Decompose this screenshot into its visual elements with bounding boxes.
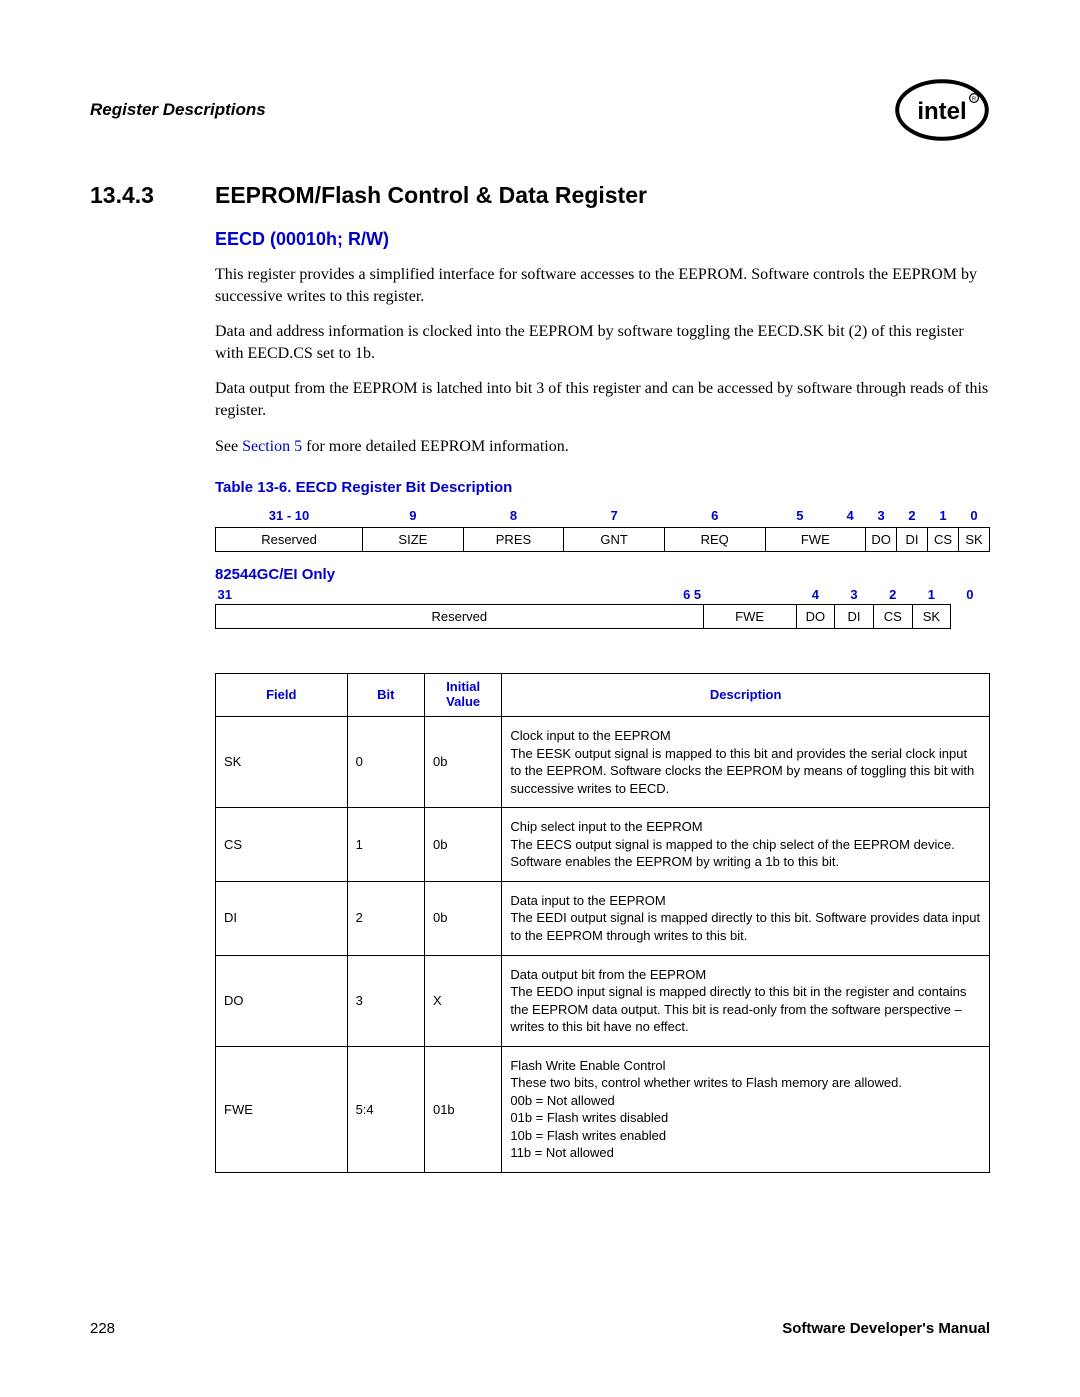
table-row: FWE 5:4 01b Flash Write Enable Control T… <box>216 1046 990 1172</box>
bit-header: 1 <box>912 585 951 605</box>
bit-cell: GNT <box>564 528 665 552</box>
bit-header: 4 <box>835 504 866 528</box>
description-cell: Flash Write Enable Control These two bit… <box>502 1046 990 1172</box>
initial-value-cell: 0b <box>424 717 501 808</box>
field-cell: SK <box>216 717 348 808</box>
bit-cell: 3 <box>347 955 424 1046</box>
table-row: CS 1 0b Chip select input to the EEPROM … <box>216 808 990 882</box>
paragraph: Data and address information is clocked … <box>215 321 990 364</box>
bit-cell: DO <box>796 605 835 629</box>
bit-layout-table: 31 - 10 9 8 7 6 5 4 3 2 1 0 Reserved SIZ… <box>215 504 990 552</box>
text: for more detailed EEPROM information. <box>302 438 569 455</box>
footer-title: Software Developer's Manual <box>782 1320 990 1337</box>
initial-value-cell: 0b <box>424 881 501 955</box>
description-cell: Data input to the EEPROM The EEDI output… <box>502 881 990 955</box>
variant-note: 82544GC/EI Only <box>215 566 990 583</box>
bit-cell: DI <box>835 605 874 629</box>
bit-header: 9 <box>363 504 464 528</box>
bit-cell: Reserved <box>216 605 704 629</box>
text: See <box>215 438 242 455</box>
bit-header: 2 <box>897 504 928 528</box>
register-name: EECD (00010h; R/W) <box>215 229 990 250</box>
field-cell: FWE <box>216 1046 348 1172</box>
bit-cell: 2 <box>347 881 424 955</box>
bit-header: 8 <box>463 504 564 528</box>
bit-cell: SK <box>912 605 951 629</box>
col-header: Description <box>502 674 990 717</box>
bit-header: 2 <box>873 585 912 605</box>
bit-layout-table-variant: 31 6 5 4 3 2 1 0 Reserved FWE DO DI CS S… <box>215 585 990 629</box>
bit-cell: FWE <box>765 528 866 552</box>
svg-text:R: R <box>972 96 976 102</box>
table-caption: Table 13-6. EECD Register Bit Descriptio… <box>215 479 990 496</box>
paragraph: Data output from the EEPROM is latched i… <box>215 378 990 421</box>
bit-header: 3 <box>866 504 897 528</box>
bit-cell: 1 <box>347 808 424 882</box>
bit-cell: PRES <box>463 528 564 552</box>
bit-header: 7 <box>564 504 665 528</box>
bit-header: 4 <box>796 585 835 605</box>
col-header: InitialValue <box>424 674 501 717</box>
bit-cell: Reserved <box>216 528 363 552</box>
bit-cell: SK <box>958 528 989 552</box>
bit-header: 0 <box>958 504 989 528</box>
bit-cell: FWE <box>703 605 796 629</box>
bit-cell: 0 <box>347 717 424 808</box>
initial-value-cell: X <box>424 955 501 1046</box>
table-row: DI 2 0b Data input to the EEPROM The EED… <box>216 881 990 955</box>
bit-cell: CS <box>928 528 959 552</box>
col-header: Bit <box>347 674 424 717</box>
field-cell: DI <box>216 881 348 955</box>
bit-cell: DI <box>897 528 928 552</box>
description-cell: Clock input to the EEPROM The EESK outpu… <box>502 717 990 808</box>
section-number: 13.4.3 <box>90 182 215 209</box>
bit-header: 6 <box>664 504 765 528</box>
table-row: DO 3 X Data output bit from the EEPROM T… <box>216 955 990 1046</box>
bit-header: 3 <box>835 585 874 605</box>
bit-cell: SIZE <box>363 528 464 552</box>
table-row: SK 0 0b Clock input to the EEPROM The EE… <box>216 717 990 808</box>
bit-cell: DO <box>866 528 897 552</box>
bit-header: 0 <box>951 585 990 605</box>
description-cell: Data output bit from the EEPROM The EEDO… <box>502 955 990 1046</box>
bit-header: 1 <box>928 504 959 528</box>
bit-header: 6 5 <box>641 585 703 605</box>
initial-value-cell: 0b <box>424 808 501 882</box>
description-cell: Chip select input to the EEPROM The EECS… <box>502 808 990 882</box>
section-title: EEPROM/Flash Control & Data Register <box>215 182 647 209</box>
page-number: 228 <box>90 1320 115 1337</box>
paragraph: See Section 5 for more detailed EEPROM i… <box>215 436 990 458</box>
bit-cell: REQ <box>664 528 765 552</box>
bit-header: 31 - 10 <box>216 504 363 528</box>
running-header: Register Descriptions <box>90 100 266 120</box>
field-cell: CS <box>216 808 348 882</box>
svg-text:intel: intel <box>917 98 966 125</box>
field-cell: DO <box>216 955 348 1046</box>
bit-cell: 5:4 <box>347 1046 424 1172</box>
initial-value-cell: 01b <box>424 1046 501 1172</box>
field-description-table: Field Bit InitialValue Description SK 0 … <box>215 673 990 1173</box>
section-link[interactable]: Section 5 <box>242 438 302 455</box>
intel-logo: intel R <box>894 78 990 142</box>
bit-header: 5 <box>765 504 835 528</box>
bit-cell: CS <box>873 605 912 629</box>
bit-header: 31 <box>216 585 642 605</box>
paragraph: This register provides a simplified inte… <box>215 264 990 307</box>
col-header: Field <box>216 674 348 717</box>
